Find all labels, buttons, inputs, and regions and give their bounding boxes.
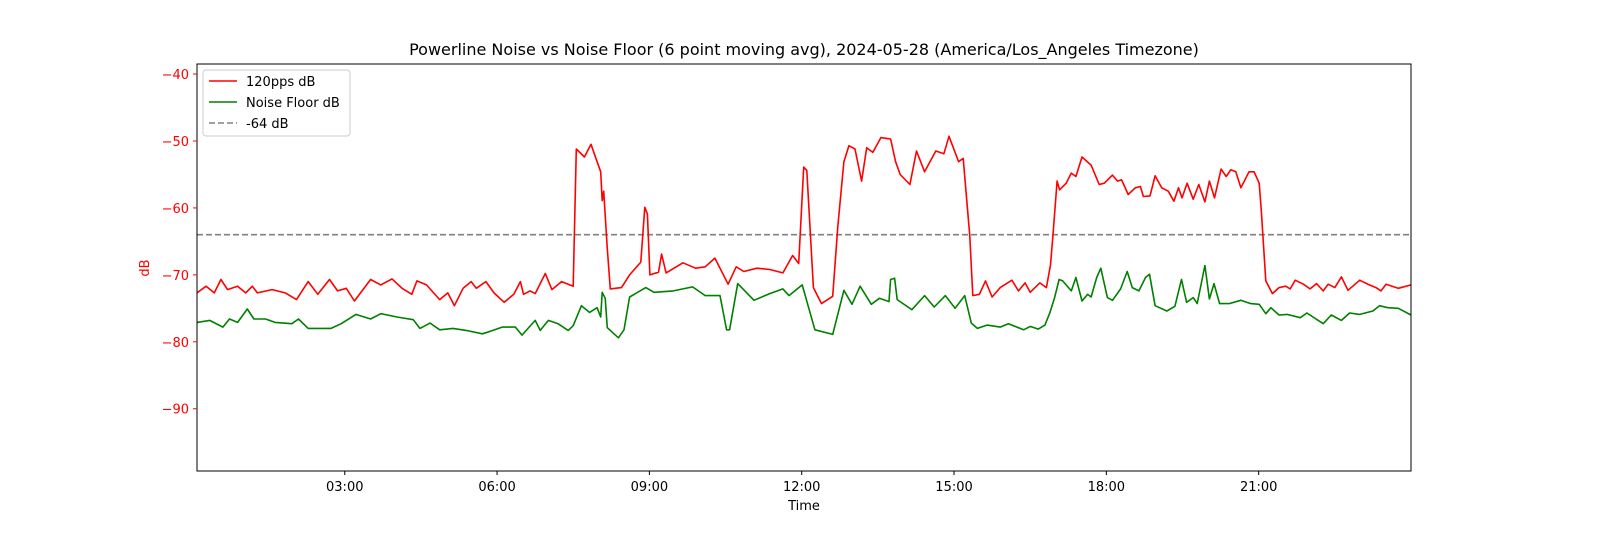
x-tick-label: 06:00 [478, 480, 515, 495]
x-tick-label: 09:00 [631, 480, 668, 495]
legend-label-reference: -64 dB [246, 117, 289, 132]
y-tick-label: −50 [162, 135, 189, 150]
y-axis-label: dB [138, 259, 153, 276]
chart-title: Powerline Noise vs Noise Floor (6 point … [409, 40, 1199, 60]
y-tick-label: −90 [162, 403, 189, 418]
legend: 120pps dB Noise Floor dB -64 dB [202, 69, 351, 137]
legend-label-noise-floor: Noise Floor dB [246, 96, 340, 111]
y-axis-ticks: −40 −50 −60 −70 −80 −90 [162, 68, 197, 418]
legend-label-120pps: 120pps dB [246, 75, 315, 90]
series-line-noise-floor [196, 264, 1412, 339]
x-axis-label: Time [787, 499, 820, 514]
series-line-120pps [196, 135, 1412, 307]
x-axis-ticks: 03:00 06:00 09:00 12:00 15:00 18:00 21:00 [326, 471, 1277, 495]
x-tick-label: 12:00 [783, 480, 820, 495]
x-tick-label: 15:00 [935, 480, 972, 495]
series-layer [196, 135, 1412, 339]
x-tick-label: 03:00 [326, 480, 363, 495]
y-tick-label: −80 [162, 336, 189, 351]
plot-frame [196, 63, 1412, 472]
y-tick-label: −60 [162, 202, 189, 217]
legend-box [202, 69, 351, 137]
y-tick-label: −40 [162, 68, 189, 83]
y-tick-label: −70 [162, 269, 189, 284]
x-tick-label: 18:00 [1088, 480, 1125, 495]
x-tick-label: 21:00 [1240, 480, 1277, 495]
